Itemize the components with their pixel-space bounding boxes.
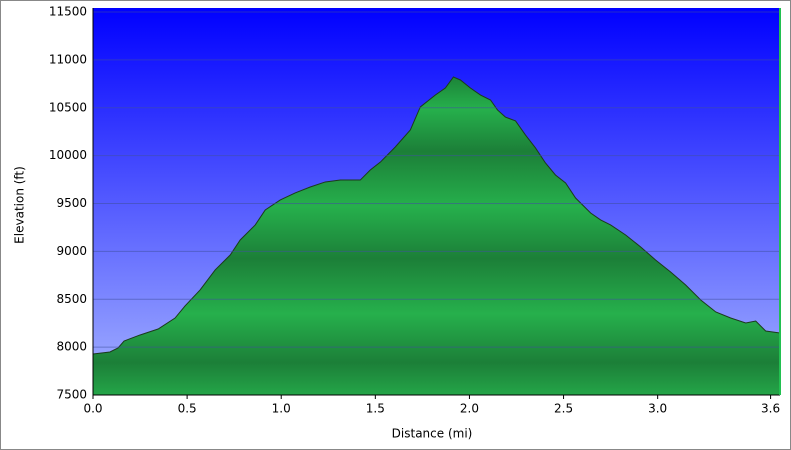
x-tick-label: 3.6 xyxy=(761,402,780,416)
y-tick-label: 11500 xyxy=(49,5,87,19)
y-axis-label: Elevation (ft) xyxy=(13,166,27,244)
y-tick-label: 11000 xyxy=(49,52,87,66)
elevation-area xyxy=(93,77,780,395)
elevation-line xyxy=(92,76,781,355)
x-tick-label: 0.5 xyxy=(178,402,197,416)
y-tick-label: 8500 xyxy=(56,292,87,306)
y-tick-label: 7500 xyxy=(56,388,87,402)
y-tick-label: 9000 xyxy=(56,244,87,258)
x-axis-label: Distance (mi) xyxy=(392,427,473,441)
x-tick-label: 1.5 xyxy=(366,402,385,416)
y-tick-label: 8000 xyxy=(56,340,87,354)
y-tick-label: 9500 xyxy=(56,196,87,210)
x-tick-label: 3.0 xyxy=(648,402,667,416)
y-tick-label: 10500 xyxy=(49,100,87,114)
x-tick-label: 2.5 xyxy=(554,402,573,416)
x-tick-label: 1.0 xyxy=(272,402,291,416)
x-tick-label: 2.0 xyxy=(460,402,479,416)
x-tick-label: 0.0 xyxy=(83,402,102,416)
y-tick-label: 10000 xyxy=(49,148,87,162)
